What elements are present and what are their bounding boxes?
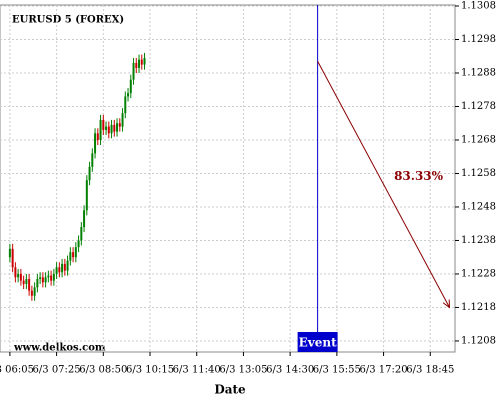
candle-body	[69, 252, 72, 261]
event-box	[297, 332, 338, 352]
candle-body	[135, 62, 138, 68]
y-tick-label: 1.1288	[461, 67, 496, 78]
candle-body	[19, 273, 22, 281]
candle-body	[102, 119, 105, 130]
candle-body	[80, 227, 83, 241]
candle-body	[94, 133, 97, 154]
candle-body	[85, 180, 88, 211]
y-tick-label: 1.1248	[461, 201, 496, 212]
y-tick-label: 1.1258	[461, 168, 496, 179]
candle-body	[11, 248, 14, 268]
candle-body	[63, 263, 66, 271]
x-tick-label: 6/3 07:25	[33, 365, 81, 376]
candle-body	[143, 57, 146, 65]
candle-body	[33, 287, 36, 296]
candle-body	[105, 126, 108, 130]
candle-body	[47, 275, 50, 278]
x-tick-label: 6/3 06:05	[0, 365, 34, 376]
watermark: www.delkos.com	[13, 343, 106, 354]
candle-body	[74, 247, 77, 258]
event-label: Event	[299, 336, 337, 350]
candle-body	[61, 263, 64, 273]
candle-body	[118, 123, 121, 127]
y-tick-label: 1.1218	[461, 302, 496, 313]
candle-body	[138, 59, 141, 68]
y-tick-label: 1.1308	[461, 1, 496, 12]
candle-body	[107, 126, 110, 134]
candle-body	[41, 277, 44, 283]
candle-body	[140, 59, 143, 65]
y-tick-label: 1.1228	[461, 268, 496, 279]
candle-body	[58, 267, 61, 273]
candle-body	[30, 290, 33, 296]
y-tick-label: 1.1238	[461, 235, 496, 246]
candle-body	[28, 278, 31, 291]
x-axis-label: Date	[214, 383, 246, 397]
candle-body	[129, 79, 132, 94]
candle-body	[91, 153, 94, 167]
candle-body	[25, 278, 28, 285]
candle-body	[52, 273, 55, 281]
candle-body	[36, 278, 39, 288]
y-tick-label: 1.1208	[461, 335, 496, 346]
x-tick-label: 6/3 14:30	[266, 365, 314, 376]
x-tick-label: 6/3 18:45	[406, 365, 454, 376]
chart-title: EURUSD 5 (FOREX)	[12, 15, 124, 26]
x-tick-label: 6/3 10:15	[126, 365, 174, 376]
candle-body	[132, 62, 135, 80]
candle-body	[72, 252, 75, 258]
candle-body	[39, 277, 42, 279]
candle-body	[77, 240, 80, 248]
candle-body	[116, 123, 119, 132]
candle-body	[14, 267, 17, 278]
x-tick-label: 6/3 17:20	[360, 365, 408, 376]
candle-body	[121, 113, 124, 127]
x-tick-label: 6/3 08:50	[79, 365, 127, 376]
candle-body	[55, 267, 58, 274]
candle-body	[127, 93, 130, 97]
candle-body	[110, 124, 113, 134]
arrow-head	[442, 299, 451, 309]
candle-body	[96, 133, 99, 140]
candle-body	[88, 166, 91, 181]
y-tick-label: 1.1278	[461, 101, 496, 112]
candle-body	[83, 210, 86, 228]
forecast-arrow	[317, 61, 450, 308]
x-tick-label: 6/3 11:40	[173, 365, 221, 376]
candle-body	[124, 96, 127, 114]
candle-body	[8, 248, 11, 258]
candle-body	[99, 119, 102, 140]
candle-body	[50, 275, 53, 281]
y-tick-label: 1.1298	[461, 34, 496, 45]
candle-body	[17, 273, 20, 278]
candle-body	[66, 260, 69, 271]
candle-body	[22, 280, 25, 285]
forecast-label: 83.33%	[394, 169, 444, 183]
plot-frame	[0, 4, 456, 353]
candle-body	[113, 124, 116, 132]
y-tick-label: 1.1268	[461, 134, 496, 145]
candle-body	[44, 277, 47, 283]
x-tick-label: 6/3 15:55	[313, 365, 361, 376]
x-tick-label: 6/3 13:05	[219, 365, 267, 376]
